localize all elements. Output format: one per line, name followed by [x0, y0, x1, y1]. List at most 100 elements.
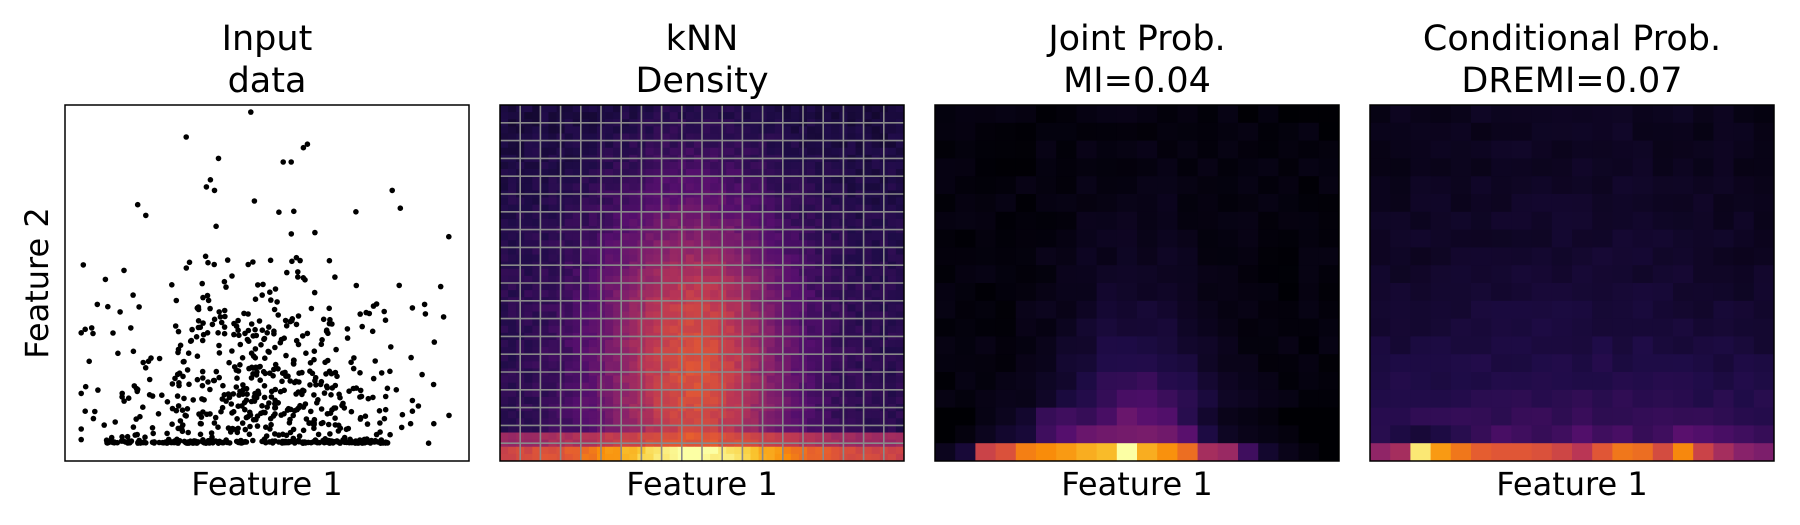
knn-density-cell	[750, 396, 759, 405]
scatter-point	[205, 379, 211, 385]
knn-density-cell	[710, 183, 719, 191]
knn-density-cell	[532, 418, 541, 426]
knn-density-cell	[895, 354, 905, 362]
heatmap-cell	[1632, 389, 1654, 408]
heatmap-cell	[1238, 247, 1259, 266]
knn-density-cell	[726, 218, 735, 227]
knn-density-cell	[702, 140, 711, 149]
knn-density-cell	[613, 304, 622, 312]
knn-density-cell	[629, 133, 638, 141]
scatter-point	[229, 348, 235, 354]
heatmap-cell	[1612, 283, 1633, 302]
scatter-point	[210, 377, 217, 384]
knn-density-cell	[580, 418, 590, 426]
knn-density-cell	[790, 112, 800, 120]
heatmap-cell	[1096, 389, 1118, 408]
knn-density-cell	[726, 311, 735, 319]
knn-density-cell	[807, 169, 816, 177]
scatter-point	[296, 433, 303, 439]
knn-density-cell	[766, 425, 776, 433]
panel4-xlabel: Feature 1	[1496, 465, 1647, 503]
knn-density-cell	[807, 311, 816, 319]
heatmap-cell	[1076, 443, 1097, 462]
knn-density-cell	[508, 133, 517, 141]
knn-density-cell	[605, 161, 614, 170]
heatmap-cell	[1137, 354, 1158, 373]
scatter-point	[309, 370, 316, 377]
heatmap-cell	[1056, 443, 1077, 462]
scatter-points	[78, 109, 452, 447]
scatter-point	[346, 388, 352, 395]
heatmap-cell	[1673, 389, 1694, 408]
knn-density-cell	[540, 112, 549, 120]
knn-density-cell	[580, 197, 590, 206]
scatter-point	[300, 427, 307, 434]
knn-density-cell	[629, 418, 638, 426]
knn-density-cell	[734, 161, 743, 170]
knn-density-cell	[823, 325, 832, 334]
knn-density-cell	[782, 318, 792, 327]
heatmap-cell	[1612, 140, 1633, 159]
scatter-point	[230, 408, 237, 415]
heatmap-cell	[1693, 389, 1714, 408]
scatter-point	[287, 378, 294, 384]
knn-density-cell	[734, 382, 743, 391]
scatter-point	[194, 376, 201, 383]
knn-density-cell	[871, 275, 881, 284]
heatmap-cell	[1258, 247, 1279, 266]
heatmap-cell	[1217, 354, 1239, 373]
heatmap-cell	[1238, 194, 1259, 213]
knn-density-cell	[693, 169, 703, 177]
knn-density-cell	[734, 275, 743, 284]
scatter-point	[258, 342, 264, 348]
knn-density-cell	[815, 411, 824, 419]
scatter-point	[217, 314, 224, 320]
knn-density-cell	[863, 147, 873, 156]
knn-density-cell	[605, 347, 614, 355]
knn-density-cell	[823, 211, 832, 220]
knn-density-cell	[500, 204, 509, 213]
knn-density-cell	[726, 197, 735, 206]
scatter-point	[253, 416, 259, 423]
knn-density-cell	[831, 247, 840, 255]
scatter-point	[422, 311, 429, 317]
heatmap-cell	[1713, 336, 1734, 355]
heatmap-cell	[1612, 425, 1633, 444]
knn-density-cell	[774, 446, 784, 455]
knn-density-cell	[605, 325, 614, 334]
knn-density-cell	[548, 140, 557, 149]
knn-density-cell	[508, 169, 517, 177]
knn-density-cell	[685, 318, 695, 327]
knn-density-cell	[847, 268, 856, 277]
heatmap-cell	[1531, 336, 1553, 355]
knn-density-cell	[629, 311, 638, 319]
knn-density-cell	[782, 268, 792, 277]
knn-density-cell	[863, 240, 873, 248]
heatmap-cell	[1753, 140, 1775, 159]
heatmap-cell	[1056, 247, 1077, 266]
heatmap-cell	[1197, 229, 1219, 248]
knn-density-cell	[564, 126, 574, 134]
scatter-point	[156, 355, 163, 362]
knn-density-cell	[540, 275, 549, 284]
scatter-point	[184, 440, 191, 446]
scatter-point	[303, 416, 310, 422]
scatter-point	[233, 323, 240, 330]
scatter-point	[290, 412, 297, 419]
heatmap-cell	[1298, 105, 1320, 124]
knn-density-cell	[895, 233, 905, 241]
knn-density-cell	[645, 453, 654, 462]
heatmap-cell	[1592, 140, 1613, 159]
knn-density-cell	[710, 318, 719, 327]
scatter-point	[310, 439, 317, 445]
knn-density-cell	[823, 247, 832, 255]
scatter-point	[176, 380, 182, 386]
knn-density-cell	[685, 183, 695, 191]
knn-density-cell	[726, 169, 735, 177]
panel4-title-line2: DREMI=0.07	[1461, 61, 1682, 101]
heatmap-cell	[1036, 194, 1057, 213]
knn-density-cell	[572, 375, 582, 384]
scatter-point	[278, 412, 285, 418]
knn-density-cell	[532, 290, 541, 298]
knn-density-cell	[831, 218, 840, 227]
